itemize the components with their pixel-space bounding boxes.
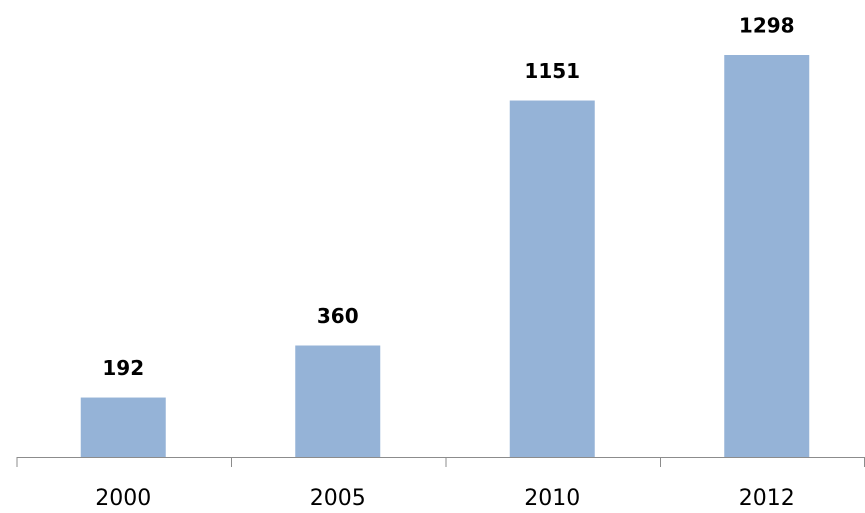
x-tick-label: 2000 [95,486,151,511]
x-tick-label: 2005 [310,486,366,511]
bar [510,101,595,457]
chart: 2000 192 2005 360 2010 1151 2012 1298 [0,0,865,513]
value-label: 1151 [524,59,580,83]
bar [295,346,380,457]
x-tick-label: 2010 [524,486,580,511]
value-label: 1298 [739,14,795,38]
x-tick-label: 2012 [739,486,795,511]
bar [724,55,809,457]
bar [81,398,166,457]
value-label: 360 [317,304,359,328]
value-label: 192 [102,356,144,380]
